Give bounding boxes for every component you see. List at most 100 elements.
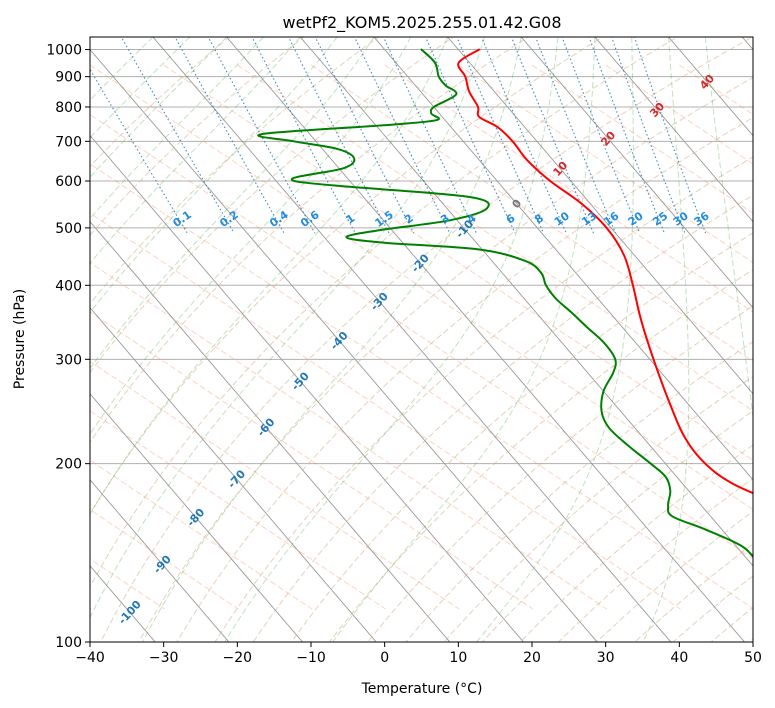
skewed-gridline [90, 479, 230, 642]
isotherm-label: -100 [116, 598, 144, 627]
x-axis-ticks: −40 −30 −20 −10 0 10 20 30 40 50 [75, 642, 762, 666]
moist-adiabat [90, 37, 338, 314]
mixing-ratio-line [561, 37, 641, 234]
moist-adiabat [332, 37, 596, 642]
dry-adiabat [252, 194, 753, 642]
x-tick-label: 30 [597, 650, 615, 666]
dry-adiabat [405, 341, 753, 642]
skewed-gridline [90, 393, 304, 642]
skewed-gridline [446, 37, 753, 395]
y-tick-label: 600 [55, 174, 82, 190]
dry-adiabat [443, 376, 753, 642]
y-tick-label: 1000 [46, 43, 82, 59]
y-tick-label: 400 [55, 278, 82, 294]
mixing-ratio-label: 3 [438, 212, 452, 227]
skewed-gridline [594, 37, 753, 223]
x-tick-label: −10 [296, 650, 326, 666]
isotherm-line [90, 64, 753, 511]
mixing-ratio-lines [90, 37, 707, 234]
isotherm-label: -60 [255, 415, 278, 439]
dry-adiabat [595, 510, 753, 642]
moist-adiabat [90, 37, 264, 220]
data-series [257, 48, 753, 559]
dry-adiabat [90, 37, 679, 588]
y-tick-label: 500 [55, 221, 82, 237]
isotherm-label: -50 [289, 369, 312, 393]
mixing-ratio-label: 10 [552, 209, 572, 229]
isotherm-line [605, 64, 753, 165]
isotherm-line [752, 65, 753, 66]
y-tick-label: 100 [55, 635, 82, 651]
skewed-gridline [520, 37, 753, 309]
moist-adiabat [90, 37, 301, 265]
moist-adiabat-lines [90, 37, 753, 642]
x-tick-label: −40 [75, 650, 105, 666]
dry-adiabat [90, 37, 305, 236]
plot-frame [89, 36, 754, 643]
isotherm-line [163, 64, 753, 461]
isotherm-lines [90, 64, 753, 610]
dry-adiabat-lines [90, 37, 753, 642]
isotherm-label: -90 [151, 552, 174, 576]
y-tick-label: 900 [55, 70, 82, 86]
mixing-ratio-line [207, 37, 316, 234]
isotherm-line [531, 64, 753, 214]
isotherm-line [90, 212, 681, 610]
mixing-ratio-line [382, 37, 477, 234]
y-tick-label: 300 [55, 352, 82, 368]
moist-adiabat [224, 37, 559, 642]
mixing-ratio-label: 0.2 [217, 208, 240, 230]
moist-adiabat [642, 37, 690, 642]
dry-adiabat [90, 37, 529, 444]
dry-adiabat [672, 575, 753, 642]
skewed-gridline [373, 37, 753, 481]
x-tick-label: 50 [744, 650, 762, 666]
isotherm-line [458, 64, 753, 264]
moist-adiabat [90, 37, 154, 101]
mixing-ratio-line [120, 37, 235, 234]
x-tick-label: 0 [380, 650, 389, 666]
plot-area: -100-90-80-70-60-50-40-30-20-10010203040… [90, 37, 753, 642]
y-tick-label: 800 [55, 100, 82, 116]
x-axis-label: Temperature (°C) [361, 681, 483, 697]
dry-adiabat [176, 117, 753, 642]
skewed-gridline [90, 307, 377, 642]
mixing-ratio-line [480, 37, 567, 234]
mixing-ratio-label: 30 [671, 209, 691, 229]
chart-title: wetPf2_KOM5.2025.255.01.42.G08 [282, 13, 561, 33]
isotherm-label: -80 [184, 506, 207, 530]
isotherm-line [384, 64, 753, 313]
isotherm-label: 20 [598, 128, 618, 148]
mixing-ratio-line [314, 37, 415, 234]
dry-adiabat [481, 410, 753, 642]
moist-adiabat [90, 37, 412, 435]
isotherm-label: 10 [550, 159, 570, 179]
isotherm-line [90, 163, 753, 610]
mixing-ratio-line [611, 37, 686, 234]
mixing-ratio-label: 6 [504, 211, 518, 226]
isotherm-line [90, 410, 386, 610]
skewed-temperature-gridlines [90, 37, 753, 642]
dry-adiabat [138, 76, 753, 642]
dry-adiabat [90, 37, 380, 305]
temperature-profile-line [457, 48, 753, 495]
isotherm-line [90, 262, 607, 610]
moist-adiabat [704, 37, 753, 421]
skewed-gridline [152, 37, 672, 642]
mixing-ratio-label: 25 [650, 209, 670, 228]
isotherm-line [310, 64, 753, 363]
isotherm-line [90, 311, 534, 610]
x-tick-label: −20 [223, 650, 253, 666]
dry-adiabat [214, 156, 753, 642]
mixing-ratio-line [174, 37, 285, 234]
isotherm-label: 0 [509, 197, 524, 212]
mixing-ratio-line [353, 37, 451, 234]
x-tick-label: 20 [523, 650, 541, 666]
y-axis-label: Pressure (hPa) [12, 289, 28, 389]
isotherm-label: -30 [368, 290, 391, 314]
mixing-ratio-line [90, 68, 188, 234]
isotherm-line [90, 459, 313, 610]
skewed-gridline [225, 37, 746, 642]
